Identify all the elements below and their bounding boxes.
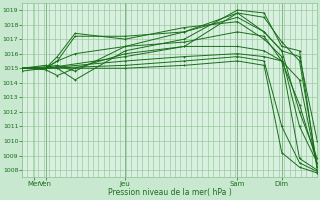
- X-axis label: Pression niveau de la mer( hPa ): Pression niveau de la mer( hPa ): [108, 188, 231, 197]
